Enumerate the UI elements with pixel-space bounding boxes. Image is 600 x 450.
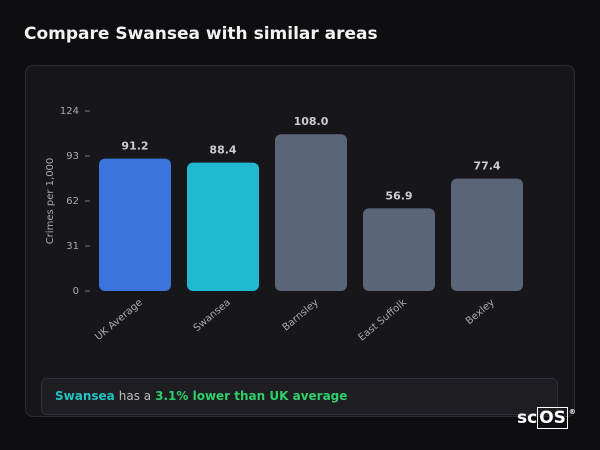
x-tick-label: East Suffolk [357,297,409,343]
x-tick-label: Bexley [464,297,497,327]
summary: Swansea has a 3.1% lower than UK average [41,378,558,415]
value-label: 108.0 [294,115,329,128]
value-label: 56.9 [385,189,412,202]
logo: sc OS ® [517,407,576,429]
y-tick-label: 0 [73,286,79,297]
x-tick-label: UK Average [93,297,145,343]
summary-result: 3.1% lower than UK average [155,389,348,403]
y-axis-label: Crimes per 1,000 [45,158,56,245]
bar [187,162,259,291]
logo-mark: ® [568,408,576,416]
page-title: Compare Swansea with similar areas [24,24,378,44]
value-label: 91.2 [121,140,148,153]
y-tick-label: 62 [66,196,79,207]
bar [363,208,435,291]
summary-area: Swansea [55,389,115,403]
y-tick-label: 124 [60,106,79,117]
y-tick-label: 31 [66,241,79,252]
summary-text: has a [118,389,152,403]
x-tick-label: Swansea [192,297,233,334]
logo-boxed: OS [537,407,568,429]
x-tick-label: Barnsley [281,297,321,333]
value-label: 88.4 [209,144,236,157]
y-tick-label: 93 [66,151,79,162]
logo-prefix: sc [517,408,538,428]
bar [451,178,523,291]
bar [275,134,347,291]
value-label: 77.4 [473,160,500,173]
bar [99,158,171,291]
